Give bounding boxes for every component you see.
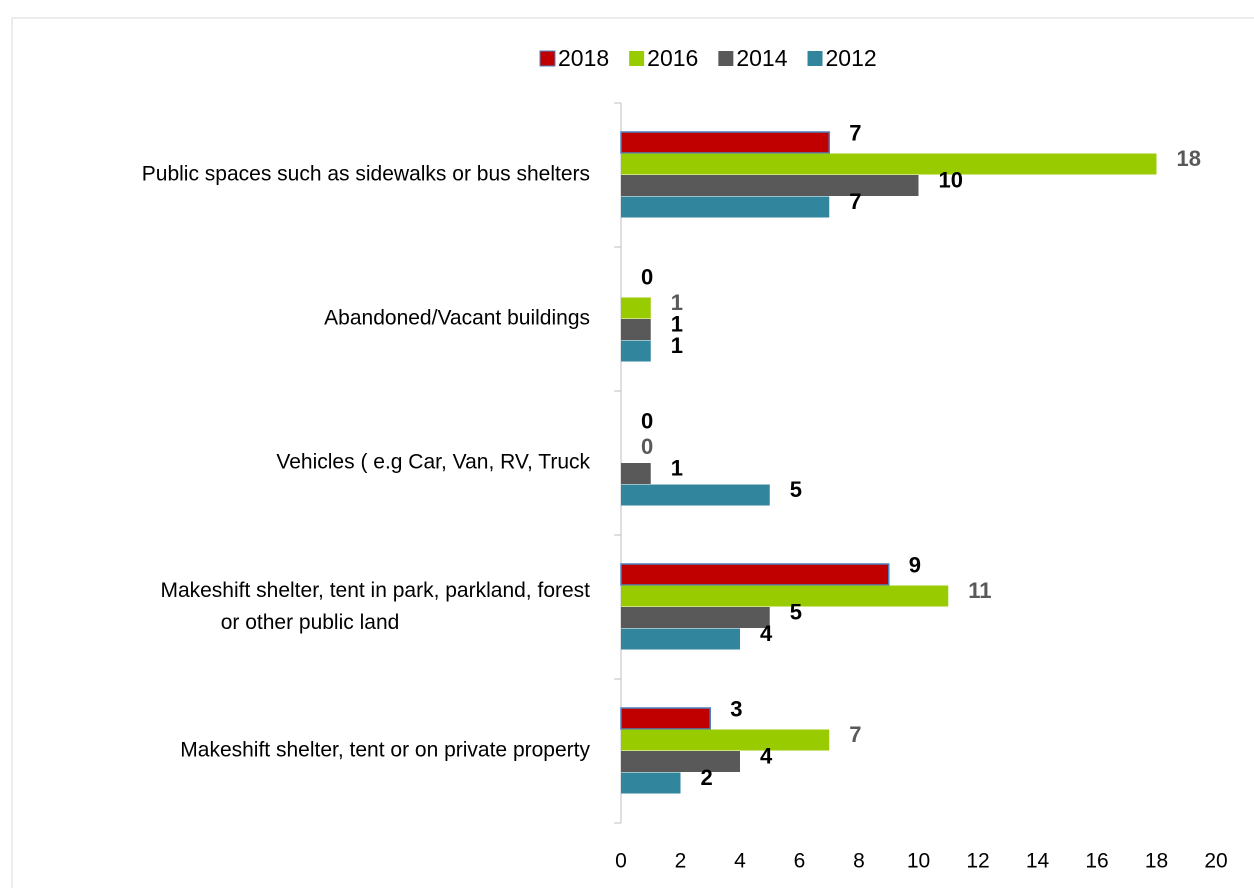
value-label: 0: [641, 409, 653, 434]
bar: [621, 607, 770, 628]
bar: [621, 729, 830, 751]
bar: [621, 196, 830, 218]
bar: [621, 772, 681, 794]
value-label: 3: [730, 697, 742, 722]
x-tick-label: 4: [734, 850, 746, 873]
bar: [621, 319, 651, 340]
value-label: 7: [849, 722, 861, 747]
legend-label: 2016: [647, 45, 698, 71]
bar: [621, 153, 1157, 175]
bar: [621, 463, 651, 484]
bar: [620, 131, 830, 154]
legend-swatch: [629, 51, 645, 66]
category-label: Abandoned/Vacant buildings: [324, 307, 590, 330]
value-label: 1: [671, 456, 683, 481]
legend-swatch: [718, 51, 734, 66]
value-label: 18: [1177, 146, 1201, 171]
legend-swatch: [539, 50, 556, 67]
bar: [621, 751, 740, 772]
category-label: Public spaces such as sidewalks or bus s…: [142, 163, 590, 186]
bar: [620, 563, 890, 586]
legend-label: 2018: [558, 45, 609, 71]
value-label: 5: [790, 600, 802, 625]
x-tick-label: 14: [1026, 850, 1050, 873]
bar: [621, 340, 651, 362]
value-label: 7: [849, 189, 861, 214]
x-tick-label: 2: [675, 850, 687, 873]
x-tick-label: 10: [907, 850, 930, 873]
chart-frame: [11, 17, 1254, 888]
value-label: 1: [671, 312, 683, 337]
x-tick-label: 16: [1085, 850, 1108, 873]
value-label: 0: [641, 434, 653, 459]
x-tick-label: 6: [794, 850, 806, 873]
value-label: 7: [849, 121, 861, 146]
legend-swatch: [807, 51, 823, 66]
legend-label: 2012: [826, 45, 877, 71]
x-tick-label: 8: [853, 850, 865, 873]
value-label: 9: [909, 553, 921, 578]
bar: [621, 297, 651, 319]
value-label: 10: [939, 168, 963, 193]
value-label: 0: [641, 265, 653, 290]
bar: [621, 585, 949, 607]
x-tick-label: 18: [1145, 850, 1168, 873]
value-label: 11: [968, 578, 991, 603]
value-label: 1: [671, 333, 683, 358]
x-tick-label: 0: [615, 850, 627, 873]
legend-label: 2014: [736, 45, 787, 71]
x-tick-label: 20: [1204, 850, 1227, 873]
bar: [621, 484, 770, 506]
value-label: 5: [790, 477, 802, 502]
bar: [620, 707, 711, 730]
x-tick-label: 12: [966, 850, 989, 873]
value-label: 2: [701, 765, 713, 790]
category-label: Makeshift shelter, tent or on private pr…: [180, 739, 590, 762]
bar: [621, 175, 919, 196]
category-label: Vehicles ( e.g Car, Van, RV, Truck: [276, 451, 590, 474]
value-label: 4: [760, 621, 773, 646]
bar: [621, 628, 740, 650]
value-label: 1: [671, 290, 683, 315]
category-label: Makeshift shelter, tent in park, parklan…: [160, 579, 590, 634]
value-label: 4: [760, 744, 773, 769]
